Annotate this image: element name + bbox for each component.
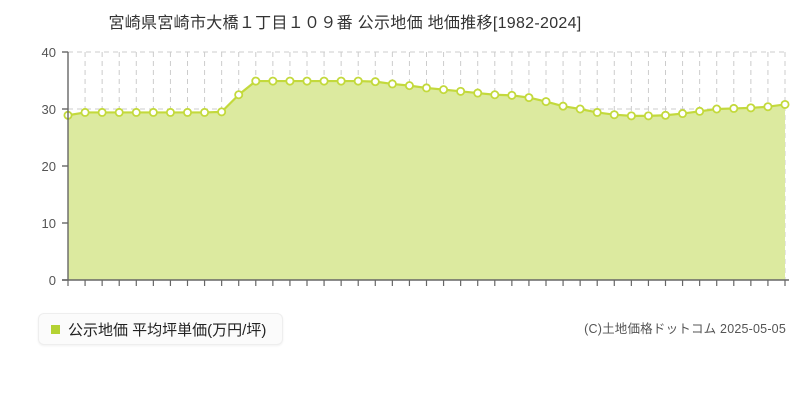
data-point-marker <box>780 99 790 109</box>
data-point-marker <box>285 76 295 86</box>
data-point-marker <box>387 79 397 89</box>
data-point-marker <box>626 111 636 121</box>
y-axis-tick-label: 20 <box>42 159 56 174</box>
y-axis-tick-labels: 0 10 20 30 40 <box>42 45 56 288</box>
data-point-marker <box>336 76 346 86</box>
legend[interactable]: 公示地価 平均坪単価(万円/坪) <box>38 313 284 345</box>
data-point-marker <box>234 90 244 100</box>
data-point-marker <box>763 102 773 112</box>
data-point-marker <box>131 107 141 117</box>
data-point-marker <box>541 97 551 107</box>
data-point-marker <box>507 90 517 100</box>
data-point-marker <box>490 90 500 100</box>
y-axis-tick-label: 0 <box>49 273 56 288</box>
legend-swatch-icon <box>51 324 60 334</box>
data-point-markers <box>63 76 790 121</box>
data-point-marker <box>165 107 175 117</box>
data-point-marker <box>558 101 568 111</box>
data-point-marker <box>319 76 329 86</box>
y-axis-tick-label: 30 <box>42 102 56 117</box>
data-point-marker <box>524 93 534 103</box>
area-fill <box>68 81 785 280</box>
data-point-marker <box>182 107 192 117</box>
area-fill-path <box>68 81 785 280</box>
data-point-marker <box>80 107 90 117</box>
data-point-marker <box>114 107 124 117</box>
data-point-marker <box>217 107 227 117</box>
data-point-marker <box>268 76 278 86</box>
data-point-marker <box>592 107 602 117</box>
data-point-marker <box>746 103 756 113</box>
data-point-marker <box>200 107 210 117</box>
page-title: 宮崎県宮崎市大橋１丁目１０９番 公示地価 地価推移[1982-2024] <box>108 15 582 32</box>
data-point-marker <box>473 88 483 98</box>
data-point-marker <box>439 85 449 95</box>
data-point-marker <box>695 106 705 116</box>
data-point-marker <box>97 107 107 117</box>
credit-text: (C)土地価格ドットコム 2025-05-05 <box>584 322 786 336</box>
data-point-marker <box>729 103 739 113</box>
data-point-marker <box>678 109 688 119</box>
data-point-marker <box>302 76 312 86</box>
data-point-marker <box>575 104 585 114</box>
data-point-marker <box>404 81 414 91</box>
axes <box>62 51 789 286</box>
data-point-marker <box>643 111 653 121</box>
data-point-marker <box>712 104 722 114</box>
data-point-marker <box>370 77 380 87</box>
data-point-marker <box>148 107 158 117</box>
y-axis-tick-label: 40 <box>42 45 56 60</box>
data-point-marker <box>661 110 671 120</box>
data-point-marker <box>251 76 261 86</box>
data-point-marker <box>456 86 466 96</box>
y-axis-tick-label: 10 <box>42 216 56 231</box>
data-point-marker <box>421 83 431 93</box>
data-point-marker <box>609 110 619 120</box>
legend-label: 公示地価 平均坪単価(万円/坪) <box>68 321 267 339</box>
data-point-marker <box>353 76 363 86</box>
